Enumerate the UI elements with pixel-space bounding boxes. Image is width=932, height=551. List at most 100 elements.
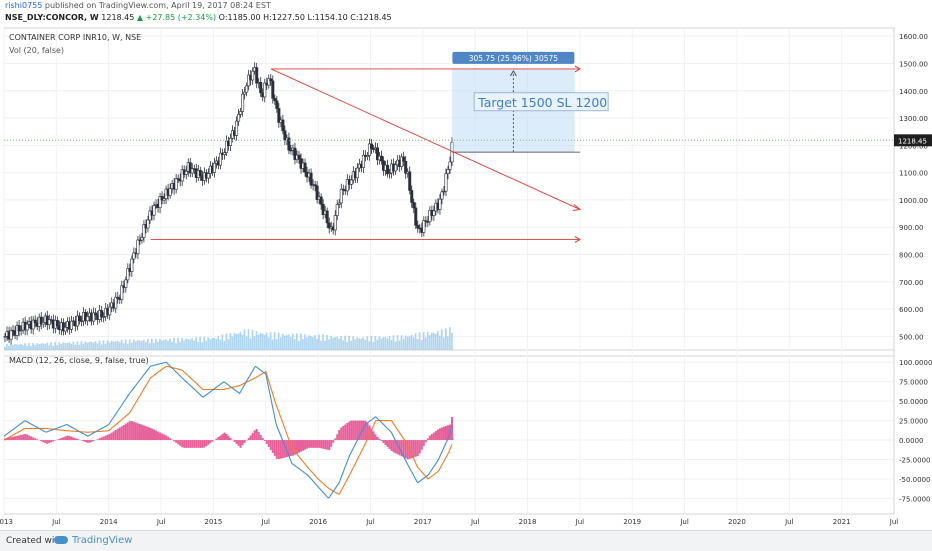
macd-histogram-bar [427, 438, 429, 440]
volume-bar [264, 335, 266, 350]
macd-histogram-bar [30, 436, 32, 440]
volume-bar [254, 336, 256, 350]
macd-histogram-bar [28, 435, 30, 440]
candle-body [34, 320, 36, 323]
volume-bar [274, 332, 276, 350]
macd-histogram-bar [117, 429, 119, 440]
macd-histogram-bar [109, 434, 111, 440]
macd-histogram-bar [177, 440, 179, 444]
volume-bar [308, 335, 310, 350]
macd-histogram-bar [34, 438, 36, 440]
candle-body [121, 286, 123, 300]
time-tick-label: Jul [679, 518, 689, 526]
price-tick-label: 1000.00 [899, 197, 928, 205]
macd-histogram-bar [91, 440, 93, 442]
macd-histogram-bar [334, 438, 336, 440]
candle-body [131, 259, 133, 271]
macd-histogram-bar [123, 425, 125, 440]
volume-bar [26, 346, 28, 350]
volume-bar [266, 333, 268, 350]
volume-bar [344, 336, 346, 350]
macd-tick-label: 50.0000 [899, 398, 928, 406]
volume-bar [316, 339, 318, 350]
macd-histogram-bar [254, 430, 256, 440]
volume-bar [107, 340, 109, 350]
macd-histogram-bar [40, 440, 42, 441]
volume-bar [125, 340, 127, 350]
volume-bar [379, 336, 381, 350]
volume-bar [238, 334, 240, 350]
ohlc-values: O:1185.00 H:1227.50 L:1154.10 C:1218.45 [219, 13, 392, 22]
macd-histogram-bar [74, 438, 76, 440]
volume-bar [8, 346, 10, 350]
candle-body [417, 225, 419, 228]
volume-bar [34, 345, 36, 350]
volume-bar [427, 332, 429, 350]
macd-histogram-bar [189, 440, 191, 448]
macd-histogram-bar [97, 439, 99, 440]
volume-bar [258, 335, 260, 350]
macd-histogram-bar [131, 421, 133, 440]
volume-bar [445, 328, 447, 350]
macd-histogram-bar [155, 431, 157, 440]
volume-bar [72, 342, 74, 350]
volume-bar [230, 333, 232, 350]
candle-body [298, 155, 300, 159]
macd-histogram-bar [105, 436, 107, 440]
macd-histogram-bar [344, 424, 346, 440]
macd-histogram-bar [230, 438, 232, 440]
macd-histogram-bar [14, 436, 16, 440]
macd-histogram-bar [221, 434, 223, 440]
macd-histogram-bar [107, 435, 109, 440]
author-link[interactable]: rishi0755 [5, 1, 42, 10]
volume-bar [109, 343, 111, 350]
volume-bar [181, 338, 183, 350]
candle-body [100, 310, 102, 317]
volume-bar [383, 337, 385, 350]
macd-histogram-bar [179, 440, 181, 446]
volume-bar [362, 337, 364, 350]
macd-legend: MACD (12, 26, close, 9, false, true) [9, 356, 149, 365]
macd-histogram-bar [240, 440, 242, 448]
volume-bar [328, 339, 330, 350]
volume-bar [169, 338, 171, 350]
macd-histogram-bar [193, 440, 195, 448]
volume-bar [314, 335, 316, 350]
volume-bar [449, 327, 451, 350]
candle-body [219, 153, 221, 165]
volume-bar [346, 342, 348, 350]
macd-histogram-bar [103, 437, 105, 441]
volume-bar [64, 343, 66, 350]
volume-bar [407, 337, 409, 350]
macd-histogram-bar [266, 440, 268, 444]
macd-histogram-bar [22, 434, 24, 440]
volume-bar [364, 340, 366, 350]
volume-bar [183, 340, 185, 350]
volume-bar [225, 333, 227, 350]
volume-bar [129, 339, 131, 350]
candle-body [213, 163, 215, 172]
volume-bar [246, 337, 248, 350]
volume-bar [149, 343, 151, 350]
volume-bar [286, 335, 288, 350]
price-tick-label: 1100.00 [899, 170, 928, 178]
macd-histogram-bar [62, 437, 64, 440]
volume-bar [368, 341, 370, 350]
macd-histogram-bar [260, 435, 262, 440]
volume-bar [135, 342, 137, 350]
tradingview-brand-link[interactable]: TradingView [72, 535, 132, 546]
price-tick-label: 800.00 [899, 251, 924, 259]
macd-histogram-bar [304, 440, 306, 450]
macd-histogram-bar [149, 428, 151, 440]
macd-histogram-bar [24, 434, 26, 440]
macd-histogram-bar [207, 440, 209, 444]
macd-histogram-bar [151, 429, 153, 440]
candle-body [56, 320, 58, 326]
macd-histogram-bar [101, 437, 103, 440]
macd-histogram-bar [181, 440, 183, 447]
macd-histogram-bar [121, 426, 123, 440]
volume-bar [44, 344, 46, 350]
macd-histogram-bar [139, 424, 141, 440]
